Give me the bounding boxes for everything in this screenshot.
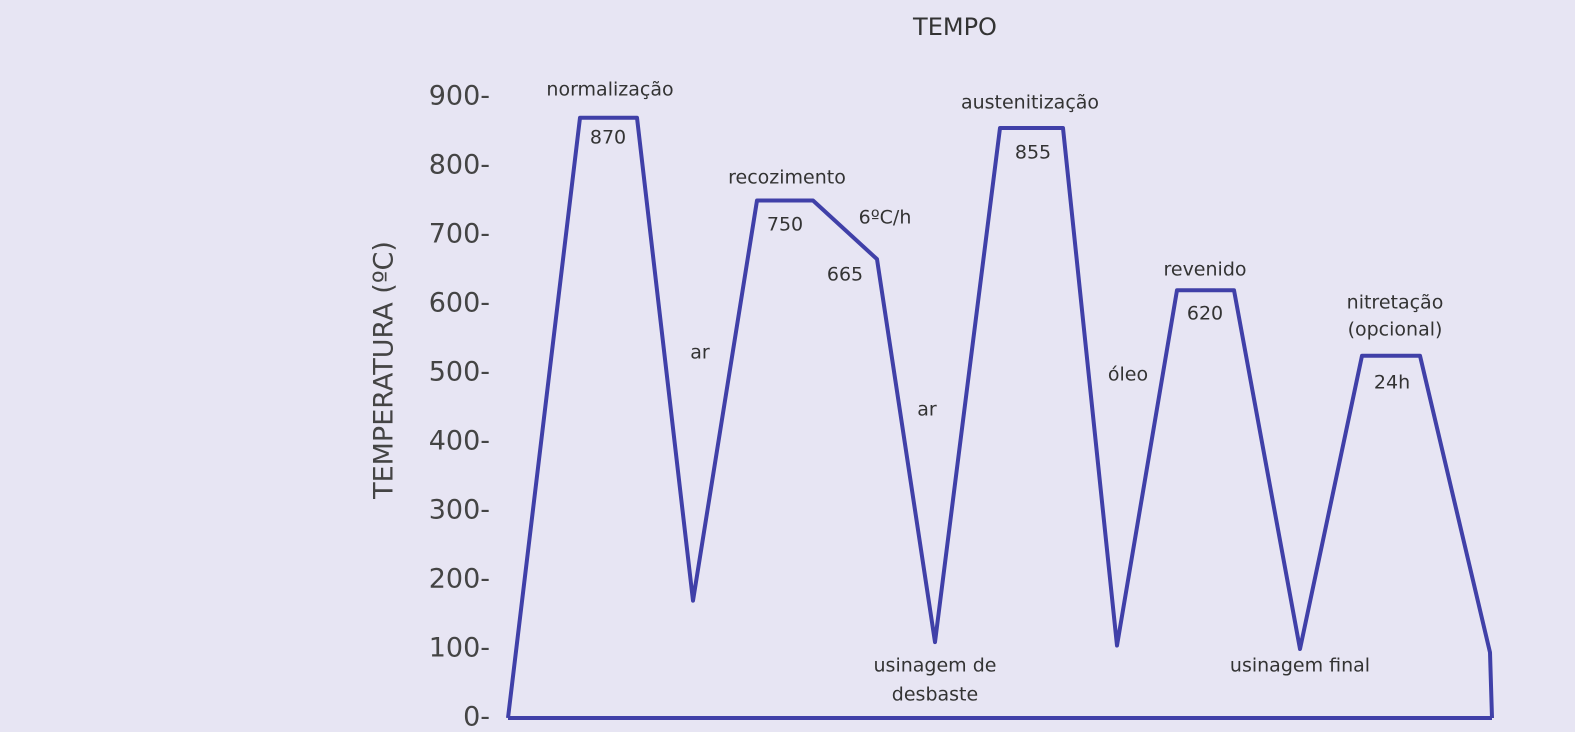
annotation: ar (917, 399, 937, 421)
y-axis-label: TEMPERATURA (ºC) (369, 241, 400, 500)
annotation: recozimento (728, 167, 846, 189)
value-label: 750 (767, 214, 803, 236)
annotation: (opcional) (1348, 319, 1443, 341)
annotation: revenido (1163, 259, 1246, 281)
chart-title: TEMPO (912, 13, 997, 41)
value-label: 870 (590, 127, 626, 149)
annotation: desbaste (892, 684, 978, 706)
y-tick-label: 300- (429, 495, 490, 526)
annotation: nitretação (1347, 292, 1444, 314)
annotation: usinagem de (874, 655, 997, 677)
annotation: usinagem final (1230, 655, 1370, 677)
y-tick-label: 0- (463, 702, 490, 729)
annotation: 24h (1374, 372, 1410, 394)
value-label: 855 (1015, 142, 1051, 164)
y-tick-label: 600- (429, 288, 490, 319)
value-label: 620 (1187, 303, 1223, 325)
y-tick-label: 900- (429, 81, 490, 112)
annotation: ar (690, 342, 710, 364)
temperature-line (506, 115, 1494, 719)
annotation: austenitização (961, 92, 1099, 114)
y-tick-label: 200- (429, 564, 490, 595)
y-tick-label: 800- (429, 150, 490, 181)
y-tick-label: 100- (429, 633, 490, 664)
value-label: 665 (827, 264, 863, 286)
annotation: normalização (546, 79, 673, 101)
y-tick-label: 500- (429, 357, 490, 388)
y-tick-label: 400- (429, 426, 490, 457)
annotation: óleo (1108, 364, 1148, 386)
annotation: 6ºC/h (859, 207, 912, 229)
y-tick-label: 700- (429, 219, 490, 250)
